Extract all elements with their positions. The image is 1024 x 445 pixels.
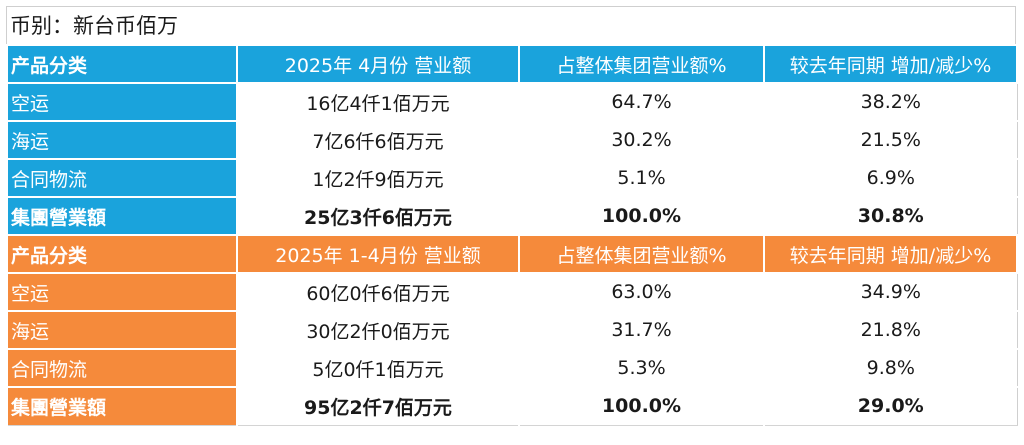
row-share: 5.1% bbox=[518, 158, 765, 198]
header-revenue: 2025年 1-4月份 营业额 bbox=[236, 234, 520, 274]
header-share: 占整体集团营业额% bbox=[518, 234, 765, 274]
section-header-row: 产品分类 2025年 4月份 营业额 占整体集团营业额% 较去年同期 增加/减少… bbox=[6, 44, 1018, 84]
table-row: 合同物流 1亿2仟9佰万元 5.1% 6.9% bbox=[6, 158, 1018, 198]
currency-note: 币别：新台币佰万 bbox=[6, 6, 1016, 44]
row-category: 合同物流 bbox=[6, 158, 238, 198]
table-row: 海运 7亿6仟6佰万元 30.2% 21.5% bbox=[6, 120, 1018, 160]
row-yoy: 21.5% bbox=[763, 120, 1018, 160]
row-share: 63.0% bbox=[518, 272, 765, 312]
row-yoy: 34.9% bbox=[763, 272, 1018, 312]
header-share: 占整体集团营业额% bbox=[518, 44, 765, 84]
row-yoy: 21.8% bbox=[763, 310, 1018, 350]
row-category: 合同物流 bbox=[6, 348, 238, 388]
row-yoy: 6.9% bbox=[763, 158, 1018, 198]
table-row: 合同物流 5亿0仟1佰万元 5.3% 9.8% bbox=[6, 348, 1018, 388]
row-revenue: 16亿4仟1佰万元 bbox=[236, 82, 520, 122]
row-revenue: 1亿2仟9佰万元 bbox=[236, 158, 520, 198]
row-revenue: 60亿0仟6佰万元 bbox=[236, 272, 520, 312]
total-revenue: 95亿2仟7佰万元 bbox=[236, 386, 520, 426]
row-share: 64.7% bbox=[518, 82, 765, 122]
table-row: 空运 60亿0仟6佰万元 63.0% 34.9% bbox=[6, 272, 1018, 312]
row-category: 空运 bbox=[6, 82, 238, 122]
total-row: 集團營業額 25亿3仟6佰万元 100.0% 30.8% bbox=[6, 196, 1018, 236]
total-yoy: 29.0% bbox=[763, 386, 1018, 426]
row-revenue: 7亿6仟6佰万元 bbox=[236, 120, 520, 160]
row-category: 海运 bbox=[6, 120, 238, 160]
row-category: 海运 bbox=[6, 310, 238, 350]
total-share: 100.0% bbox=[518, 386, 765, 426]
row-category: 空运 bbox=[6, 272, 238, 312]
header-revenue: 2025年 4月份 营业额 bbox=[236, 44, 520, 84]
row-yoy: 38.2% bbox=[763, 82, 1018, 122]
header-yoy: 较去年同期 增加/减少% bbox=[763, 44, 1018, 84]
row-yoy: 9.8% bbox=[763, 348, 1018, 388]
table-row: 空运 16亿4仟1佰万元 64.7% 38.2% bbox=[6, 82, 1018, 122]
header-category: 产品分类 bbox=[6, 234, 238, 274]
total-label: 集團營業額 bbox=[6, 386, 238, 426]
section-header-row: 产品分类 2025年 1-4月份 营业额 占整体集团营业额% 较去年同期 增加/… bbox=[6, 234, 1018, 274]
header-category: 产品分类 bbox=[6, 44, 238, 84]
total-revenue: 25亿3仟6佰万元 bbox=[236, 196, 520, 236]
table-row: 海运 30亿2仟0佰万元 31.7% 21.8% bbox=[6, 310, 1018, 350]
revenue-table: 产品分类 2025年 4月份 营业额 占整体集团营业额% 较去年同期 增加/减少… bbox=[6, 44, 1018, 426]
row-share: 31.7% bbox=[518, 310, 765, 350]
row-revenue: 30亿2仟0佰万元 bbox=[236, 310, 520, 350]
header-yoy: 较去年同期 增加/减少% bbox=[763, 234, 1018, 274]
row-revenue: 5亿0仟1佰万元 bbox=[236, 348, 520, 388]
total-share: 100.0% bbox=[518, 196, 765, 236]
row-share: 5.3% bbox=[518, 348, 765, 388]
total-row: 集團營業額 95亿2仟7佰万元 100.0% 29.0% bbox=[6, 386, 1018, 426]
total-yoy: 30.8% bbox=[763, 196, 1018, 236]
row-share: 30.2% bbox=[518, 120, 765, 160]
total-label: 集團營業額 bbox=[6, 196, 238, 236]
